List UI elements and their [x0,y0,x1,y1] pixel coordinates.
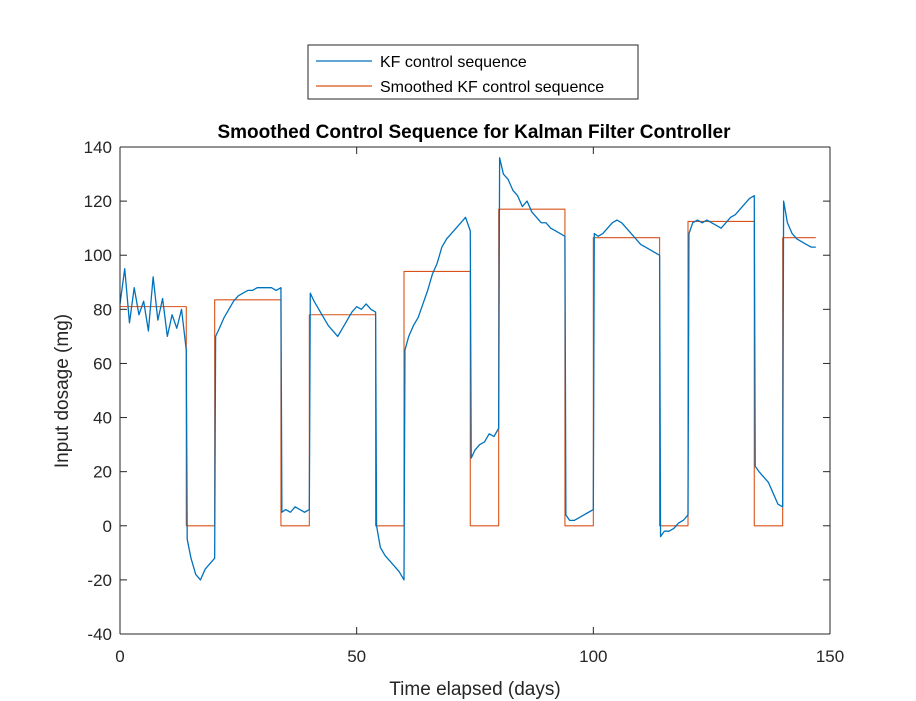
axes [119,146,831,635]
legend-box [307,44,639,100]
y-tick-label: 60 [93,354,112,373]
x-tick-label: 50 [347,647,366,666]
legend: KF control sequence Smoothed KF control … [307,44,639,100]
y-tick-label: 40 [93,409,112,428]
x-axis-label: Time elapsed (days) [389,679,560,700]
y-tick-label: 140 [84,138,112,157]
y-tick-label: 120 [84,192,112,211]
x-tick-label: 150 [816,647,844,666]
y-tick-label: 0 [103,517,112,536]
series-layer [119,157,816,581]
y-tick-label: -20 [87,571,112,590]
legend-label-smoothed: Smoothed KF control sequence [380,79,604,96]
y-tick-label: 80 [93,300,112,319]
plot-area [120,147,830,634]
legend-label-kf: KF control sequence [380,54,527,71]
tick-layer: 0 50 100 150 -40 -20 0 20 40 60 80 100 120 140 [84,138,845,666]
y-tick-label: -40 [87,625,112,644]
series-line-kf [119,157,816,581]
x-tick-label: 100 [579,647,607,666]
y-axis-label: Input dosage (mg) [52,314,73,468]
x-tick-label: 0 [115,647,124,666]
chart-title: Smoothed Control Sequence for Kalman Fil… [217,122,731,143]
y-tick-label: 100 [84,246,112,265]
y-tick-label: 20 [93,463,112,482]
